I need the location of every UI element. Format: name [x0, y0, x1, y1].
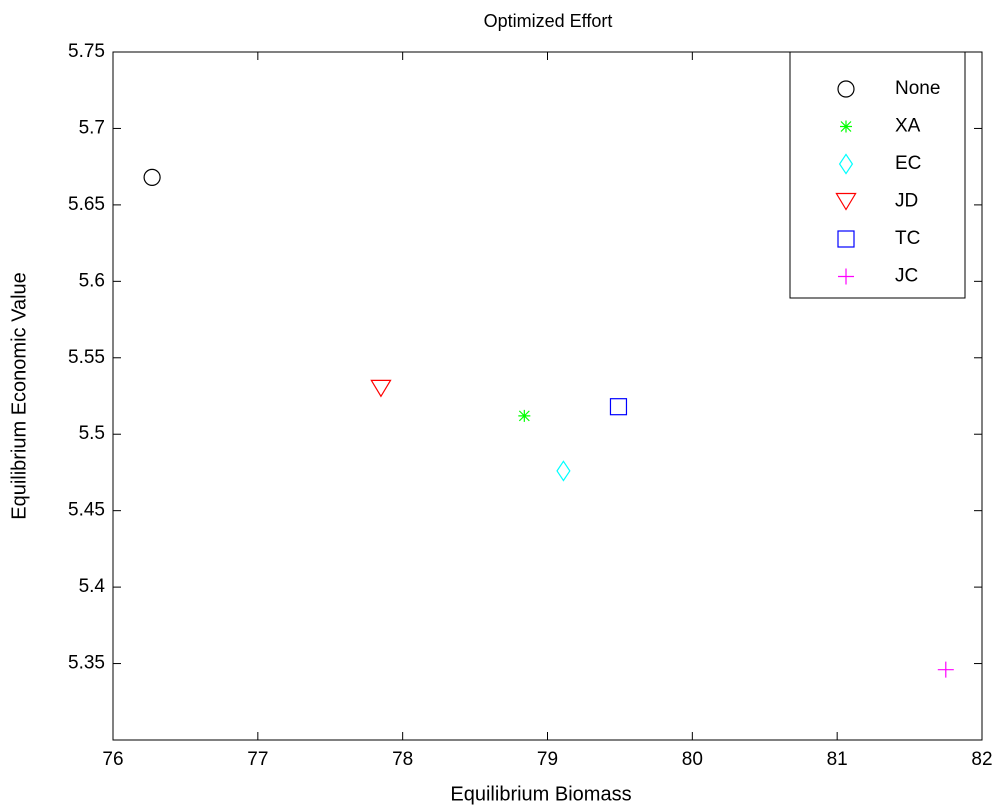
marker [518, 409, 531, 422]
legend-label: TC [895, 228, 920, 249]
legend-label: EC [895, 153, 921, 174]
legend-marker [838, 153, 854, 175]
y-tick-label: 5.65 [68, 194, 105, 215]
y-tick-label: 5.7 [79, 117, 105, 138]
y-tick-label: 5.4 [79, 576, 106, 597]
x-tick-label: 80 [682, 749, 703, 770]
chart-title: Optimized Effort [484, 11, 613, 31]
marker [609, 398, 628, 416]
y-tick-label: 5.55 [68, 347, 105, 368]
legend-marker [837, 230, 855, 248]
y-tick-label: 5.5 [79, 423, 105, 444]
x-tick-label: 82 [971, 749, 992, 770]
x-tick-label: 81 [827, 749, 848, 770]
legend-marker [837, 80, 855, 98]
legend-label: JC [895, 266, 918, 287]
x-axis-label: Equilibrium Biomass [450, 783, 631, 805]
x-tick-label: 79 [537, 749, 558, 770]
marker [143, 168, 161, 186]
legend-marker [838, 268, 854, 285]
legend-box [789, 51, 966, 299]
x-tick-label: 76 [102, 749, 123, 770]
legend-label: XA [895, 116, 921, 137]
legend-label: JD [895, 191, 918, 212]
legend-marker [835, 192, 857, 211]
x-tick-label: 77 [247, 749, 268, 770]
marker [556, 460, 571, 482]
y-axis-label: Equilibrium Economic Value [8, 272, 30, 520]
y-tick-label: 5.75 [68, 41, 105, 62]
x-tick-label: 78 [392, 749, 413, 770]
y-tick-label: 5.45 [68, 500, 105, 521]
legend-label: None [895, 78, 940, 99]
marker [370, 379, 392, 398]
y-tick-label: 5.35 [68, 653, 105, 674]
legend-marker [840, 120, 852, 133]
marker [937, 661, 954, 678]
y-tick-label: 5.6 [79, 270, 105, 291]
